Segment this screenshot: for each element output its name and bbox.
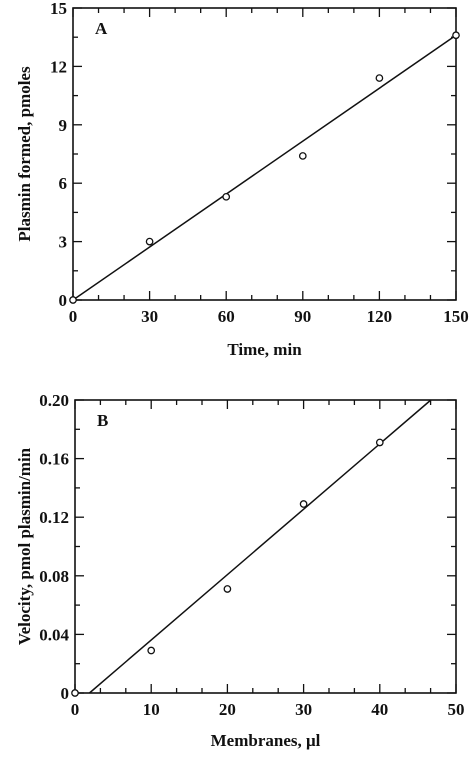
y-tick-label: 0: [61, 684, 70, 703]
data-point: [71, 689, 79, 697]
regression-line: [88, 399, 432, 694]
x-tick-label: 20: [219, 700, 236, 719]
x-axis-label: Time, min: [227, 340, 302, 359]
panel-letter: A: [95, 19, 108, 38]
data-point: [223, 585, 232, 593]
panel-b-plot: 0 10 20 30 40 50 0 0.04 0.08 0.12 0.16 0.20 B Membran…: [15, 391, 465, 750]
x-tick-label: 40: [371, 700, 388, 719]
data-point: [299, 500, 308, 508]
y-tick-label: 3: [59, 233, 68, 252]
data-point: [69, 296, 77, 304]
x-tick-label: 10: [143, 700, 160, 719]
y-axis-label: Plasmin formed, pmoles: [15, 66, 34, 242]
x-tick-label: 90: [294, 307, 311, 326]
data-point: [375, 438, 384, 447]
x-tick-label: 50: [448, 700, 465, 719]
x-tick-label: 0: [71, 700, 80, 719]
data-point: [375, 74, 384, 82]
y-tick-label: 0: [59, 291, 68, 310]
data-point: [298, 152, 307, 160]
x-tick-label: 60: [218, 307, 235, 326]
plot-frame: [74, 399, 457, 694]
y-tick-label: 0.12: [39, 508, 69, 527]
x-axis-label: Membranes, μl: [211, 731, 321, 750]
data-point: [147, 646, 156, 655]
y-tick-label: 6: [59, 174, 68, 193]
x-tick-label: 30: [295, 700, 312, 719]
y-tick-label: 0.20: [39, 391, 69, 410]
y-tick-label: 0.08: [39, 567, 69, 586]
data-point: [222, 192, 231, 201]
regression-line: [72, 34, 457, 301]
y-tick-label: 0.04: [39, 625, 69, 644]
panel-a-plot: 0 30 60 90 120 150 0 3 6 9 12 15 A Time, min Plasmin f…: [15, 0, 469, 359]
panel-letter: B: [97, 411, 108, 430]
x-tick-label: 150: [443, 307, 469, 326]
y-tick-label: 9: [59, 116, 68, 135]
x-tick-label: 0: [69, 307, 78, 326]
x-tick-label: 120: [367, 307, 393, 326]
y-tick-label: 15: [50, 0, 67, 18]
plot-frame: [72, 7, 457, 301]
y-tick-label: 12: [50, 57, 67, 76]
data-point: [452, 31, 460, 40]
x-tick-label: 30: [141, 307, 158, 326]
data-point: [145, 237, 154, 246]
y-tick-label: 0.16: [39, 450, 69, 469]
y-axis-label: Velocity, pmol plasmin/min: [15, 447, 34, 645]
